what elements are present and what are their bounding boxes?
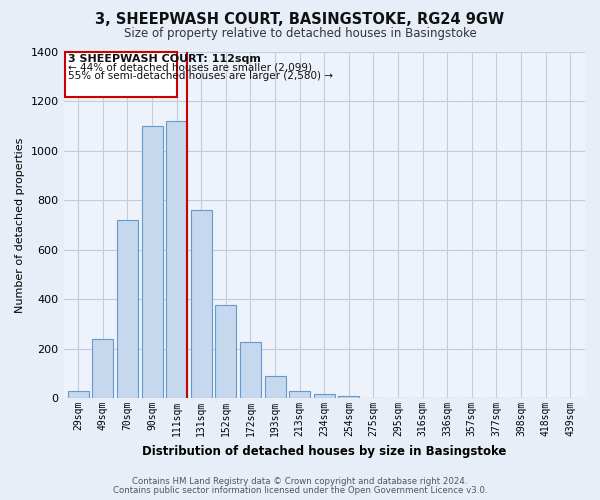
Bar	[166, 121, 187, 398]
Bar	[92, 338, 113, 398]
Bar	[142, 126, 163, 398]
Text: 55% of semi-detached houses are larger (2,580) →: 55% of semi-detached houses are larger (…	[68, 71, 334, 81]
Bar	[215, 306, 236, 398]
Bar	[240, 342, 261, 398]
Text: Size of property relative to detached houses in Basingstoke: Size of property relative to detached ho…	[124, 28, 476, 40]
Text: 3, SHEEPWASH COURT, BASINGSTOKE, RG24 9GW: 3, SHEEPWASH COURT, BASINGSTOKE, RG24 9G…	[95, 12, 505, 28]
Y-axis label: Number of detached properties: Number of detached properties	[15, 137, 25, 312]
Bar	[289, 390, 310, 398]
Bar	[338, 396, 359, 398]
Text: 3 SHEEPWASH COURT: 112sqm: 3 SHEEPWASH COURT: 112sqm	[68, 54, 262, 64]
Bar	[314, 394, 335, 398]
Text: Contains HM Land Registry data © Crown copyright and database right 2024.: Contains HM Land Registry data © Crown c…	[132, 477, 468, 486]
X-axis label: Distribution of detached houses by size in Basingstoke: Distribution of detached houses by size …	[142, 444, 506, 458]
FancyBboxPatch shape	[65, 52, 178, 98]
Text: ← 44% of detached houses are smaller (2,099): ← 44% of detached houses are smaller (2,…	[68, 62, 313, 72]
Bar	[265, 376, 286, 398]
Bar	[191, 210, 212, 398]
Bar	[117, 220, 138, 398]
Text: Contains public sector information licensed under the Open Government Licence v3: Contains public sector information licen…	[113, 486, 487, 495]
Bar	[68, 390, 89, 398]
